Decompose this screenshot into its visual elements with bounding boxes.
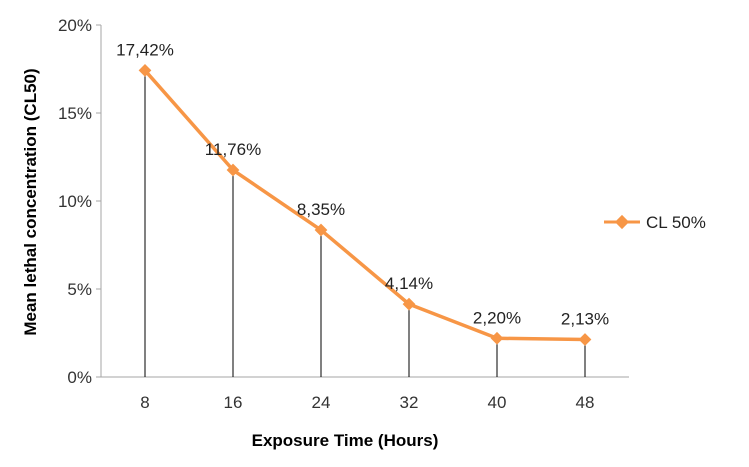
x-tick-label: 32 [400,393,419,412]
data-point [490,331,504,345]
x-tick-label: 16 [224,393,243,412]
data-point [578,333,592,346]
data-label: 4,14% [385,274,433,293]
y-axis-title: Mean lethal concentration (CL50) [21,68,40,335]
data-label: 11,76% [205,140,261,159]
data-label: 2,20% [473,308,521,327]
data-point [138,64,152,77]
y-tick-label: 20% [58,16,92,35]
data-label: 8,35% [297,200,345,219]
y-tick-label: 0% [67,368,92,387]
legend-label: CL 50% [646,213,706,232]
data-point [226,163,240,177]
x-tick-label: 40 [488,393,507,412]
x-tick-label: 8 [140,393,149,412]
x-tick-label: 48 [576,393,595,412]
data-label: 2,13% [561,310,609,329]
data-label: 17,42% [116,40,174,59]
x-tick-label: 24 [312,393,331,412]
y-tick-label: 10% [58,192,92,211]
data-point [402,297,416,311]
data-point [314,223,328,237]
series-line [143,69,586,342]
legend-marker [614,214,630,230]
x-axis-title: Exposure Time (Hours) [252,431,439,450]
y-tick-label: 5% [67,280,92,299]
y-tick-label: 15% [58,104,92,123]
legend: CL 50% [604,213,706,232]
